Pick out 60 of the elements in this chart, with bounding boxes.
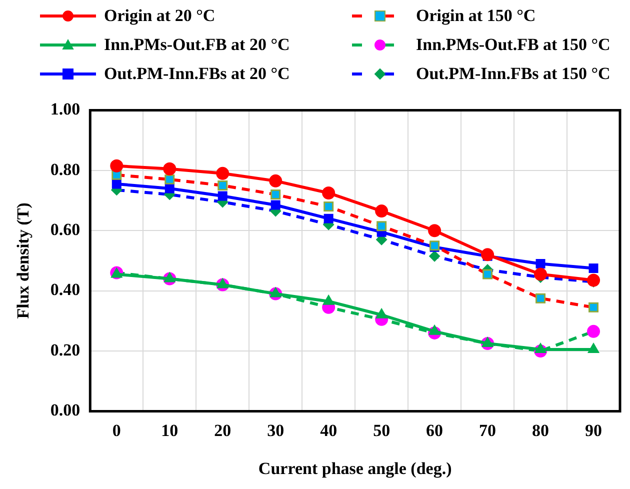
point — [588, 263, 598, 273]
point — [534, 342, 546, 353]
point — [110, 159, 124, 172]
legend-label: Origin at 150 °C — [416, 6, 536, 26]
x-tick-label: 50 — [373, 420, 390, 440]
y-tick-label: 0.20 — [50, 340, 80, 360]
point — [112, 179, 122, 189]
legend-label: Inn.PMs-Out.FB at 20 °C — [104, 35, 290, 55]
x-axis-title: Current phase angle (deg.) — [258, 459, 452, 478]
point — [218, 180, 228, 190]
legend-label: Out.PM-Inn.FBs at 150 °C — [416, 64, 610, 84]
point — [482, 336, 494, 347]
point — [429, 250, 440, 262]
point — [534, 268, 548, 281]
point — [270, 200, 280, 210]
point — [376, 308, 388, 318]
x-tick-label: 0 — [112, 420, 121, 440]
point — [322, 186, 336, 200]
x-tick-label: 10 — [161, 420, 178, 440]
point — [588, 302, 598, 312]
point — [216, 166, 230, 180]
x-tick-label: 90 — [585, 420, 602, 440]
point — [428, 324, 440, 335]
point — [218, 191, 228, 201]
legend-label: Origin at 20 °C — [104, 6, 216, 26]
x-tick-label: 40 — [320, 420, 338, 440]
point — [375, 204, 388, 218]
y-tick-label: 1.00 — [50, 100, 80, 119]
x-tick-label: 30 — [267, 420, 284, 440]
y-tick-label: 0.60 — [50, 220, 80, 239]
y-tick-label: 0.40 — [50, 280, 80, 300]
point — [269, 174, 282, 188]
point — [536, 258, 546, 268]
point — [164, 272, 176, 282]
point — [376, 221, 387, 232]
point — [324, 202, 334, 212]
point — [428, 224, 442, 238]
point — [536, 293, 546, 304]
point — [322, 294, 334, 305]
legend-label: Out.PM-Inn.FBs at 20 °C — [104, 64, 290, 84]
point — [588, 342, 600, 353]
point — [324, 214, 334, 224]
point — [163, 162, 176, 176]
point — [216, 278, 228, 288]
x-tick-label: 20 — [214, 420, 232, 440]
x-tick-label: 70 — [479, 420, 496, 440]
point — [270, 189, 281, 200]
y-tick-label: 0.80 — [50, 160, 80, 179]
y-axis-title: Flux density (T) — [14, 202, 33, 319]
y-tick-label: 0.00 — [50, 400, 80, 420]
point — [587, 274, 600, 287]
legend-label: Inn.PMs-Out.FB at 150 °C — [416, 35, 610, 55]
point — [270, 287, 282, 298]
point — [481, 248, 494, 262]
point — [587, 324, 600, 338]
x-tick-label: 60 — [426, 420, 444, 440]
x-tick-label: 80 — [532, 420, 550, 440]
point — [164, 184, 174, 194]
point — [164, 174, 175, 184]
point — [482, 269, 493, 280]
